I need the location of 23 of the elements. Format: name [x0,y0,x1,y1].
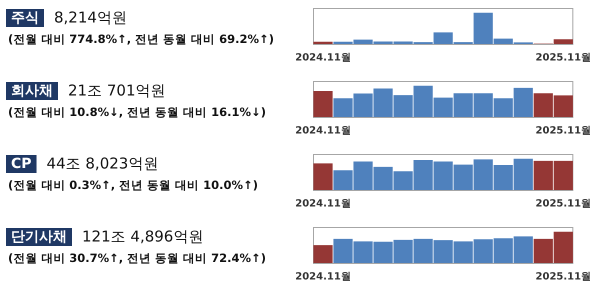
text: CP [11,156,32,172]
bar [313,91,333,117]
text: 주식 [11,10,39,26]
x-tick-label: 2025.11월 [536,198,592,210]
x-tick-label: 2024.11월 [295,126,351,137]
text: 회사채 [11,83,53,100]
x-tick-label: 2024.11월 [295,272,351,283]
x-tick-label: 2024.11월 [295,198,351,210]
text: (전월 대비 30.7%↑, 전년 동월 대비 72.4%↑) [8,250,266,265]
text: (전월 대비 10.8%↓, 전년 동월 대비 16.1%↓) [8,104,266,119]
text: 121조 4,896억원 [82,227,204,246]
text: 21조 701억원 [68,81,166,100]
text: (전월 대비 0.3%↑, 전년 동월 대비 10.0%↑) [8,178,258,192]
text: 8,214억원 [54,8,127,26]
x-tick-label: 2025.11월 [536,272,592,283]
x-tick-label: 2025.11월 [536,126,592,137]
x-tick-label: 2024.11월 [295,52,351,64]
x-tick-label: 2025.11월 [536,52,592,64]
bar [313,245,333,263]
text: 단기사채 [11,229,67,246]
text: 44조 8,023억원 [46,154,158,172]
text: (전월 대비 774.8%↑, 전년 동월 대비 69.2%↑) [8,32,274,46]
bar [313,163,333,190]
